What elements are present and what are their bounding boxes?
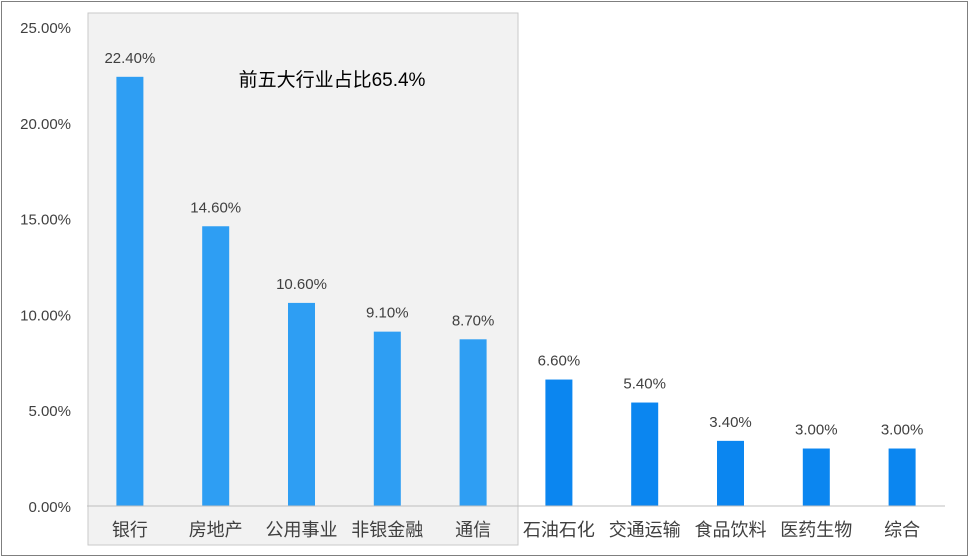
x-tick-label: 食品饮料 — [695, 520, 767, 540]
x-tick-label: 公用事业 — [266, 520, 338, 540]
y-tick-label: 25.00% — [20, 20, 71, 37]
x-tick-label: 综合 — [884, 520, 920, 540]
x-tick-label: 交通运输 — [609, 520, 681, 540]
data-label: 6.60% — [538, 353, 581, 370]
bar — [459, 339, 487, 506]
y-tick-label: 20.00% — [20, 116, 71, 133]
data-label: 3.40% — [709, 414, 752, 431]
bar — [631, 402, 659, 506]
data-label: 14.60% — [190, 199, 241, 216]
bar — [717, 440, 744, 506]
bar — [373, 331, 401, 506]
x-tick-label: 非银金融 — [351, 520, 423, 540]
x-tick-label: 医药生物 — [780, 520, 852, 540]
y-tick-label: 10.00% — [20, 307, 71, 324]
bar — [116, 76, 144, 506]
x-tick-label: 房地产 — [189, 520, 243, 540]
data-label: 9.10% — [366, 305, 409, 322]
x-tick-label: 银行 — [112, 520, 148, 540]
bar — [288, 302, 315, 506]
data-label: 8.70% — [452, 312, 495, 329]
x-tick-label: 通信 — [455, 520, 491, 540]
bar — [802, 448, 830, 506]
data-label: 3.00% — [795, 422, 838, 439]
data-label: 10.60% — [276, 276, 327, 293]
bar — [202, 226, 230, 506]
bar — [888, 448, 916, 506]
y-tick-label: 5.00% — [28, 403, 71, 420]
x-tick-label: 石油石化 — [523, 520, 595, 540]
chart-annotation: 前五大行业占比65.4% — [239, 69, 426, 91]
data-label: 5.40% — [623, 376, 666, 393]
data-label: 3.00% — [881, 422, 924, 439]
data-label: 22.40% — [104, 50, 155, 67]
y-tick-label: 15.00% — [20, 212, 71, 229]
y-tick-label: 0.00% — [28, 499, 71, 516]
bar — [545, 379, 573, 506]
